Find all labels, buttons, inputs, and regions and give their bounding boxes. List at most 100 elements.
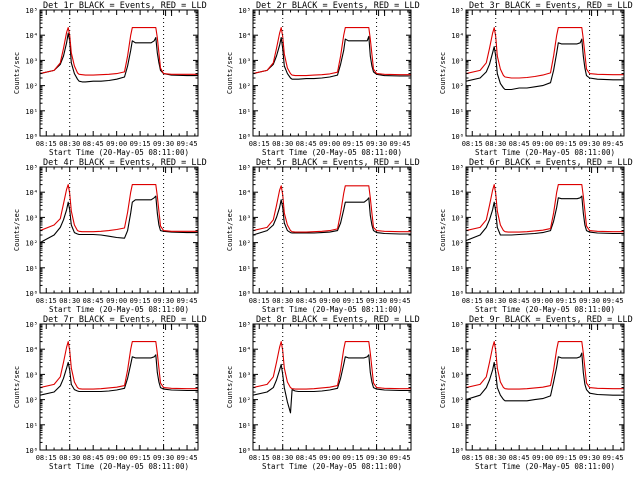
- y-axis-label: Counts/sec: [439, 209, 447, 251]
- x-tick-label: 09:00: [319, 140, 340, 148]
- y-tick-label: 10³: [238, 214, 251, 222]
- chart-title: Det 9r BLACK = Events, RED = LLD: [469, 315, 633, 325]
- x-axis-label: Start Time (20-May-05 08:11:00): [475, 148, 615, 157]
- y-tick-label: 10²: [238, 397, 251, 405]
- x-tick-label: 08:15: [36, 454, 57, 462]
- x-tick-label: 08:30: [59, 454, 80, 462]
- y-tick-label: 10⁰: [238, 290, 251, 298]
- x-tick-label: 08:45: [296, 454, 317, 462]
- x-tick-label: 08:30: [272, 140, 293, 148]
- y-axis-label: Counts/sec: [226, 209, 234, 251]
- x-tick-label: 08:45: [83, 140, 104, 148]
- series-line-lld: [466, 341, 624, 390]
- y-tick-label: 10⁰: [451, 133, 464, 141]
- x-tick-label: 08:45: [296, 297, 317, 305]
- x-tick-label: 09:30: [579, 454, 600, 462]
- y-tick-label: 10⁵: [25, 321, 38, 329]
- y-tick-label: 10³: [451, 371, 464, 379]
- y-tick-label: 10⁵: [451, 164, 464, 172]
- plot-frame: [39, 9, 199, 137]
- x-axis-label: Start Time (20-May-05 08:11:00): [49, 305, 189, 314]
- chart-title: Det 5r BLACK = Events, RED = LLD: [256, 158, 420, 168]
- x-tick-label: 09:45: [603, 454, 624, 462]
- series-line-events: [40, 354, 198, 396]
- x-tick-label: 08:15: [462, 454, 483, 462]
- series-line-lld: [253, 27, 411, 77]
- y-tick-label: 10²: [238, 83, 251, 91]
- x-tick-label: 09:00: [532, 454, 553, 462]
- x-axis-label: Start Time (20-May-05 08:11:00): [262, 148, 402, 157]
- series-line-lld: [40, 341, 198, 390]
- y-tick-label: 10⁵: [25, 7, 38, 15]
- y-tick-label: 10⁰: [25, 447, 38, 455]
- y-tick-label: 10³: [25, 214, 38, 222]
- x-axis-label: Start Time (20-May-05 08:11:00): [49, 462, 189, 471]
- y-axis-label: Counts/sec: [226, 366, 234, 408]
- x-tick-label: 08:15: [249, 140, 270, 148]
- x-tick-label: 09:45: [177, 297, 198, 305]
- y-tick-label: 10⁰: [451, 290, 464, 298]
- x-tick-label: 09:15: [556, 297, 577, 305]
- y-tick-label: 10⁵: [238, 321, 251, 329]
- x-tick-label: 09:45: [177, 454, 198, 462]
- x-tick-label: 09:00: [532, 297, 553, 305]
- y-tick-label: 10¹: [451, 265, 464, 273]
- y-tick-label: 10³: [451, 214, 464, 222]
- series-line-lld: [466, 27, 624, 79]
- x-tick-label: 09:45: [390, 454, 411, 462]
- y-tick-label: 10⁴: [25, 32, 38, 40]
- y-tick-label: 10⁵: [451, 321, 464, 329]
- y-tick-label: 10⁰: [25, 290, 38, 298]
- series-line-events: [40, 195, 198, 244]
- x-tick-label: 09:15: [343, 454, 364, 462]
- y-tick-label: 10¹: [451, 108, 464, 116]
- x-tick-label: 08:15: [36, 140, 57, 148]
- y-tick-label: 10³: [25, 371, 38, 379]
- y-tick-label: 10³: [238, 371, 251, 379]
- x-axis-label: Start Time (20-May-05 08:11:00): [475, 462, 615, 471]
- x-tick-label: 08:30: [272, 454, 293, 462]
- y-tick-label: 10²: [25, 83, 38, 91]
- x-tick-label: 09:45: [390, 140, 411, 148]
- y-tick-label: 10²: [238, 240, 251, 248]
- series-line-events: [253, 354, 411, 414]
- y-tick-label: 10²: [25, 397, 38, 405]
- chart-title: Det 3r BLACK = Events, RED = LLD: [469, 1, 633, 11]
- x-tick-label: 08:45: [83, 454, 104, 462]
- y-tick-label: 10¹: [25, 108, 38, 116]
- x-tick-label: 09:30: [579, 297, 600, 305]
- x-tick-label: 08:30: [59, 140, 80, 148]
- x-tick-label: 09:00: [319, 454, 340, 462]
- x-tick-label: 09:00: [106, 454, 127, 462]
- y-tick-label: 10¹: [25, 422, 38, 430]
- y-tick-label: 10⁵: [238, 164, 251, 172]
- x-tick-label: 09:00: [532, 140, 553, 148]
- series-line-events: [466, 195, 624, 242]
- y-tick-label: 10⁴: [451, 189, 464, 197]
- x-tick-label: 09:30: [366, 454, 387, 462]
- series-line-events: [40, 32, 198, 83]
- y-tick-label: 10¹: [238, 265, 251, 273]
- y-tick-label: 10³: [238, 57, 251, 65]
- series-line-events: [466, 352, 624, 402]
- series-line-events: [253, 35, 411, 80]
- y-tick-label: 10¹: [238, 422, 251, 430]
- y-tick-label: 10⁴: [451, 32, 464, 40]
- x-tick-label: 08:15: [36, 297, 57, 305]
- x-tick-label: 08:45: [509, 454, 530, 462]
- series-line-lld: [40, 184, 198, 233]
- y-tick-label: 10⁰: [238, 447, 251, 455]
- series-line-lld: [253, 185, 411, 233]
- y-axis-label: Counts/sec: [439, 366, 447, 408]
- y-axis-label: Counts/sec: [226, 52, 234, 94]
- x-tick-label: 08:30: [59, 297, 80, 305]
- x-tick-label: 09:15: [556, 454, 577, 462]
- y-tick-label: 10⁴: [238, 346, 251, 354]
- series-line-events: [253, 197, 411, 236]
- chart-title: Det 8r BLACK = Events, RED = LLD: [256, 315, 420, 325]
